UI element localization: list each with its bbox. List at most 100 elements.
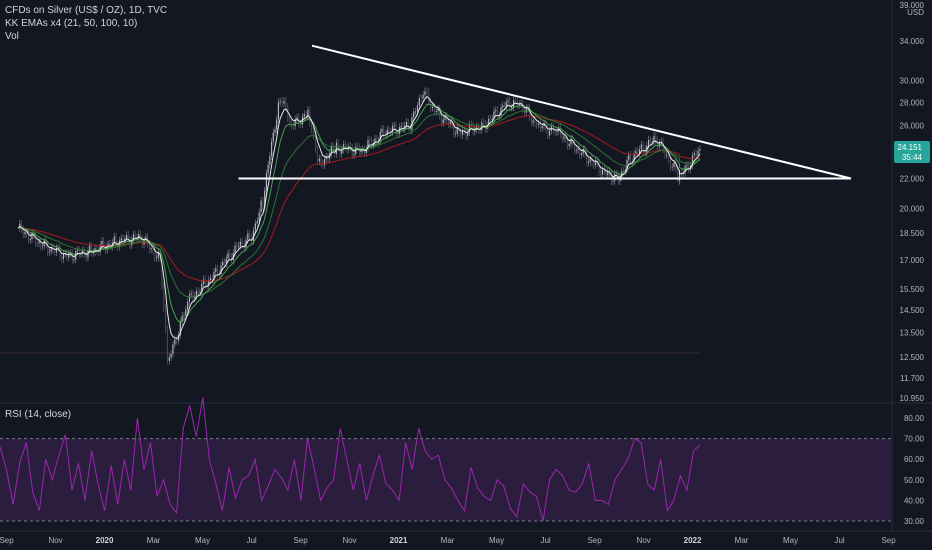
candle-body <box>539 124 541 129</box>
candle-body <box>367 140 369 149</box>
candle-body <box>249 233 251 237</box>
candle-body <box>41 245 44 247</box>
candle-body <box>24 232 26 235</box>
candle-body <box>603 169 605 172</box>
price-axis[interactable]: 34.00030.00028.00026.00024.00022.00020.0… <box>894 1 930 403</box>
candle-body <box>54 250 56 253</box>
candle-body <box>500 107 502 116</box>
candle-body <box>491 118 493 120</box>
candle-body <box>688 165 690 170</box>
candle-body <box>225 258 227 264</box>
price-panel[interactable] <box>0 0 932 532</box>
candle-body <box>129 239 131 246</box>
candle-body <box>134 234 136 237</box>
candle-body <box>635 151 637 154</box>
candle-body <box>442 119 444 123</box>
current-price-badge <box>894 141 930 164</box>
rsi-band <box>0 438 892 521</box>
candle-body <box>254 223 256 231</box>
candle-body <box>612 180 614 182</box>
candle-body <box>514 99 517 101</box>
candle-body <box>503 105 506 108</box>
candle-body <box>181 315 183 322</box>
candle-body <box>684 166 686 173</box>
candle-body <box>440 115 443 123</box>
candle-body <box>413 111 415 118</box>
candle-body <box>20 223 23 230</box>
candle-body <box>541 126 543 129</box>
candle-body <box>48 251 51 253</box>
candle-body <box>587 161 590 164</box>
candle-body <box>264 190 266 208</box>
time-tick-label: Nov <box>342 536 356 545</box>
candle-body <box>139 233 142 239</box>
candle-body <box>552 126 554 131</box>
price-tick-label: 17.000 <box>900 256 925 265</box>
rsi-tick-label: 50.00 <box>904 476 925 485</box>
candle-body <box>165 308 167 330</box>
candle-body <box>204 279 206 285</box>
rsi-tick-label: 30.00 <box>904 517 925 526</box>
candle-body <box>447 120 450 125</box>
candle-body <box>400 125 402 128</box>
ema-21-line <box>17 103 701 323</box>
candle-body <box>236 245 238 247</box>
rsi-panel[interactable] <box>0 397 892 522</box>
candle-body <box>353 153 355 155</box>
descending-resistance-line <box>311 44 852 180</box>
candle-body <box>568 144 570 147</box>
candle-body <box>598 162 600 173</box>
candle-body <box>285 100 287 107</box>
candle-body <box>179 321 181 335</box>
candle-body <box>300 123 302 125</box>
candle-body <box>374 138 376 143</box>
candle-body <box>458 127 460 133</box>
candle-body <box>71 253 73 260</box>
candle-body <box>117 244 119 248</box>
candle-body <box>276 119 278 130</box>
current-price-label: 24.151 <box>898 143 923 152</box>
candle-body <box>279 101 281 103</box>
candle-body <box>209 278 212 280</box>
candle-body <box>211 278 213 280</box>
candle-body <box>106 244 108 250</box>
candle-body <box>629 154 632 162</box>
time-tick-label: Nov <box>48 536 62 545</box>
candle-body <box>305 114 307 117</box>
candle-body <box>59 247 61 257</box>
rsi-axis[interactable]: 80.00 70.00 60.00 50.00 40.00 30.00 <box>904 414 925 526</box>
candle-body <box>580 153 583 155</box>
candle-body <box>320 158 322 164</box>
ema-indicator-title[interactable]: KK EMAs x4 (21, 50, 100, 10) <box>5 18 138 29</box>
symbol-title[interactable]: CFDs on Silver (US$ / OZ), 1D, TVC <box>5 5 168 16</box>
candle-body <box>38 241 40 244</box>
candle-body <box>108 243 110 245</box>
candle-body <box>73 259 75 261</box>
candle-body <box>161 258 163 286</box>
candle-body <box>435 110 437 112</box>
candle-body <box>309 109 311 123</box>
candle-body <box>495 109 497 112</box>
time-tick-label: Jul <box>834 536 844 545</box>
candle-body <box>313 129 315 136</box>
candle-body <box>131 240 133 246</box>
ema-10-line <box>17 95 701 340</box>
candle-body <box>653 135 655 142</box>
candle-body <box>678 173 681 181</box>
candle-body <box>29 238 31 241</box>
volume-indicator-title[interactable]: Vol <box>5 31 19 42</box>
candle-body <box>120 238 122 241</box>
candle-body <box>365 148 367 153</box>
time-axis[interactable]: Sep Nov 2020 Mar May Jul Sep Nov 2021 Mar May Jul Se… <box>0 536 896 545</box>
candle-body <box>493 111 495 119</box>
time-tick-label: May <box>489 536 504 545</box>
candle-body <box>666 154 668 156</box>
candle-body <box>575 149 577 151</box>
candle-body <box>439 108 441 116</box>
candle-body <box>239 241 241 246</box>
candle-body <box>422 94 424 99</box>
rsi-indicator-title[interactable]: RSI (14, close) <box>5 409 72 420</box>
candle-body <box>511 107 513 109</box>
